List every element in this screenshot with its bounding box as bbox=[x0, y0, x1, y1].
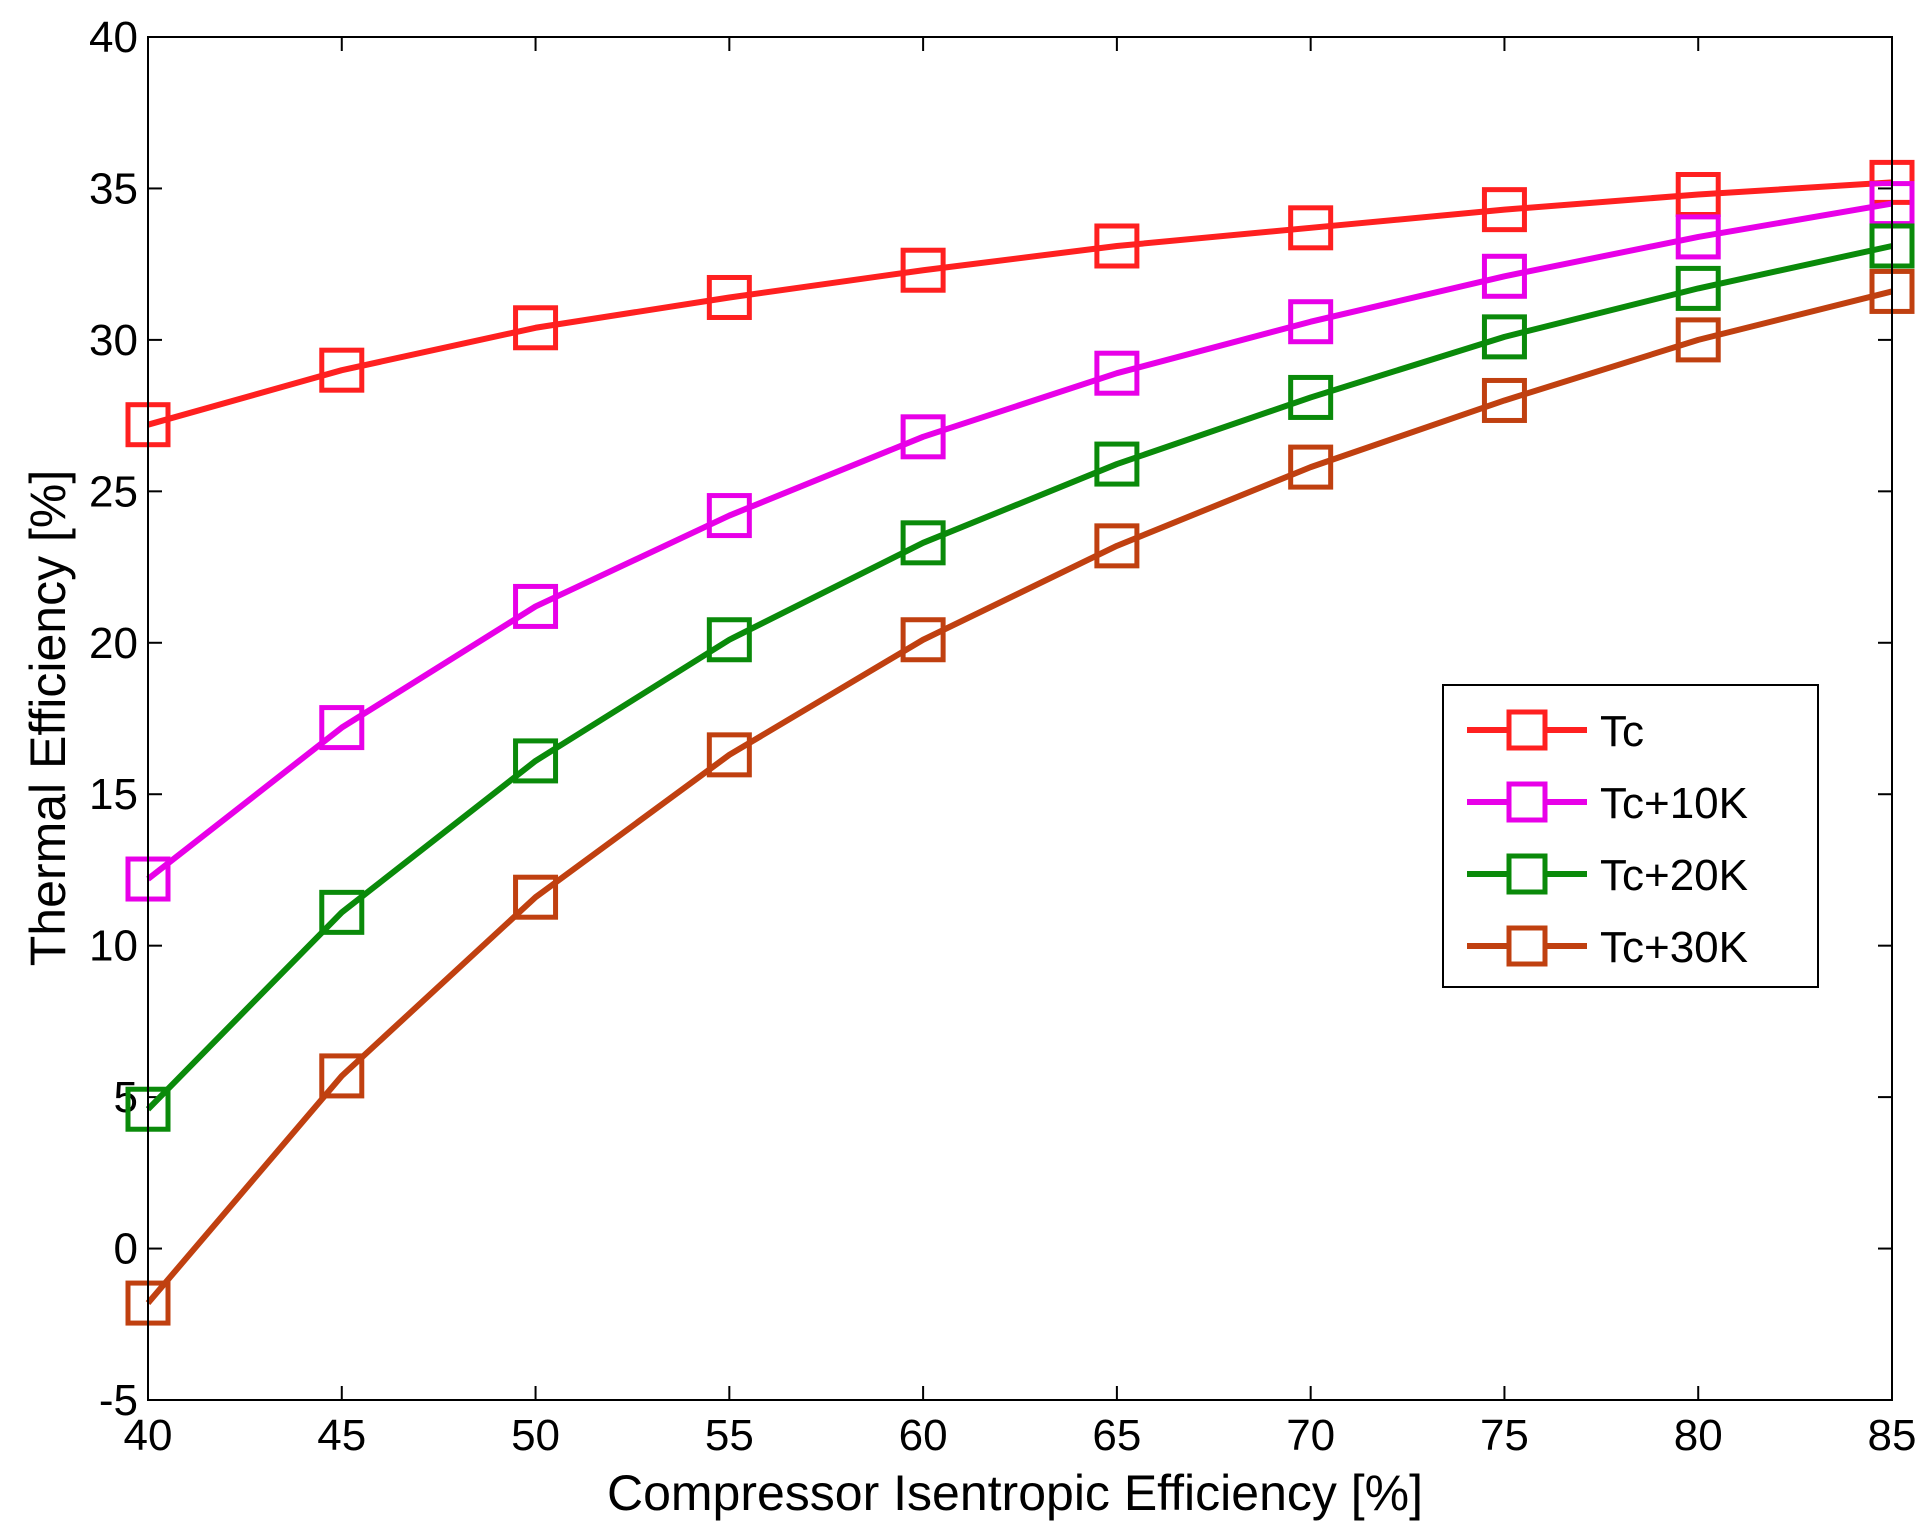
data-point-marker bbox=[1094, 350, 1140, 396]
data-point-marker bbox=[513, 305, 559, 351]
legend-label: Tc+30K bbox=[1600, 923, 1748, 972]
data-point-marker bbox=[1094, 223, 1140, 269]
data-point-marker bbox=[706, 493, 752, 539]
data-point-marker bbox=[706, 617, 752, 663]
series-line bbox=[145, 243, 1893, 1112]
y-tick-label: 20 bbox=[89, 619, 138, 668]
data-point-marker bbox=[513, 583, 559, 629]
series-line bbox=[145, 288, 1893, 1306]
data-point-marker bbox=[319, 1053, 365, 1099]
legend-label: Tc+20K bbox=[1600, 851, 1748, 900]
y-tick-label: 35 bbox=[89, 164, 138, 213]
data-point-marker bbox=[319, 705, 365, 751]
legend-marker bbox=[1506, 853, 1548, 895]
x-tick-label: 75 bbox=[1480, 1411, 1529, 1460]
data-point-marker bbox=[1288, 444, 1334, 490]
data-point-marker bbox=[900, 617, 946, 663]
data-point-marker bbox=[1481, 253, 1527, 299]
data-point-marker bbox=[1288, 205, 1334, 251]
data-point-marker bbox=[1675, 214, 1721, 260]
x-axis-title: Compressor Isentropic Efficiency [%] bbox=[607, 1465, 1423, 1521]
data-point-marker bbox=[900, 414, 946, 460]
x-tick-label: 45 bbox=[317, 1411, 366, 1460]
x-tick-label: 65 bbox=[1092, 1411, 1141, 1460]
x-tick-label: 50 bbox=[511, 1411, 560, 1460]
legend-label: Tc bbox=[1600, 707, 1644, 756]
x-tick-label: 40 bbox=[124, 1411, 173, 1460]
y-tick-label: 25 bbox=[89, 467, 138, 516]
data-point-marker bbox=[1481, 314, 1527, 360]
legend: Tc Tc+10K Tc+20K Tc+30K bbox=[1442, 684, 1819, 988]
data-point-marker bbox=[706, 274, 752, 320]
x-tick-label: 70 bbox=[1286, 1411, 1335, 1460]
legend-marker bbox=[1506, 781, 1548, 823]
data-point-marker bbox=[1288, 299, 1334, 345]
data-point-marker bbox=[319, 889, 365, 935]
data-point-marker bbox=[513, 738, 559, 784]
x-tick-label: 60 bbox=[899, 1411, 948, 1460]
y-tick-label: 0 bbox=[114, 1225, 138, 1274]
data-point-marker bbox=[1094, 441, 1140, 487]
x-tick-label: 55 bbox=[705, 1411, 754, 1460]
data-point-marker bbox=[1675, 265, 1721, 311]
data-point-marker bbox=[900, 247, 946, 293]
data-point-marker bbox=[1288, 374, 1334, 420]
series-line bbox=[146, 200, 1893, 882]
legend-marker bbox=[1506, 925, 1548, 967]
data-point-marker bbox=[1481, 187, 1527, 233]
series-line bbox=[147, 179, 1893, 428]
legend-box bbox=[1442, 684, 1819, 988]
data-point-marker bbox=[706, 732, 752, 778]
legend-label: Tc+10K bbox=[1600, 779, 1748, 828]
y-tick-label: -5 bbox=[99, 1376, 138, 1425]
y-tick-label: 10 bbox=[89, 922, 138, 971]
data-point-marker bbox=[1675, 317, 1721, 363]
x-tick-label: 80 bbox=[1674, 1411, 1723, 1460]
x-tick-label: 85 bbox=[1868, 1411, 1917, 1460]
series-0 bbox=[125, 159, 1915, 448]
legend-marker bbox=[1506, 709, 1548, 751]
y-tick-label: 15 bbox=[89, 770, 138, 819]
y-tick-label: 30 bbox=[89, 316, 138, 365]
data-point-marker bbox=[1094, 523, 1140, 569]
y-tick-label: 40 bbox=[89, 13, 138, 62]
plot-frame bbox=[147, 36, 1893, 1401]
data-point-marker bbox=[513, 874, 559, 920]
data-point-marker bbox=[319, 347, 365, 393]
y-axis-title: Thermal Efficiency [%] bbox=[20, 470, 76, 966]
data-point-marker bbox=[1481, 377, 1527, 423]
data-point-marker bbox=[900, 520, 946, 566]
